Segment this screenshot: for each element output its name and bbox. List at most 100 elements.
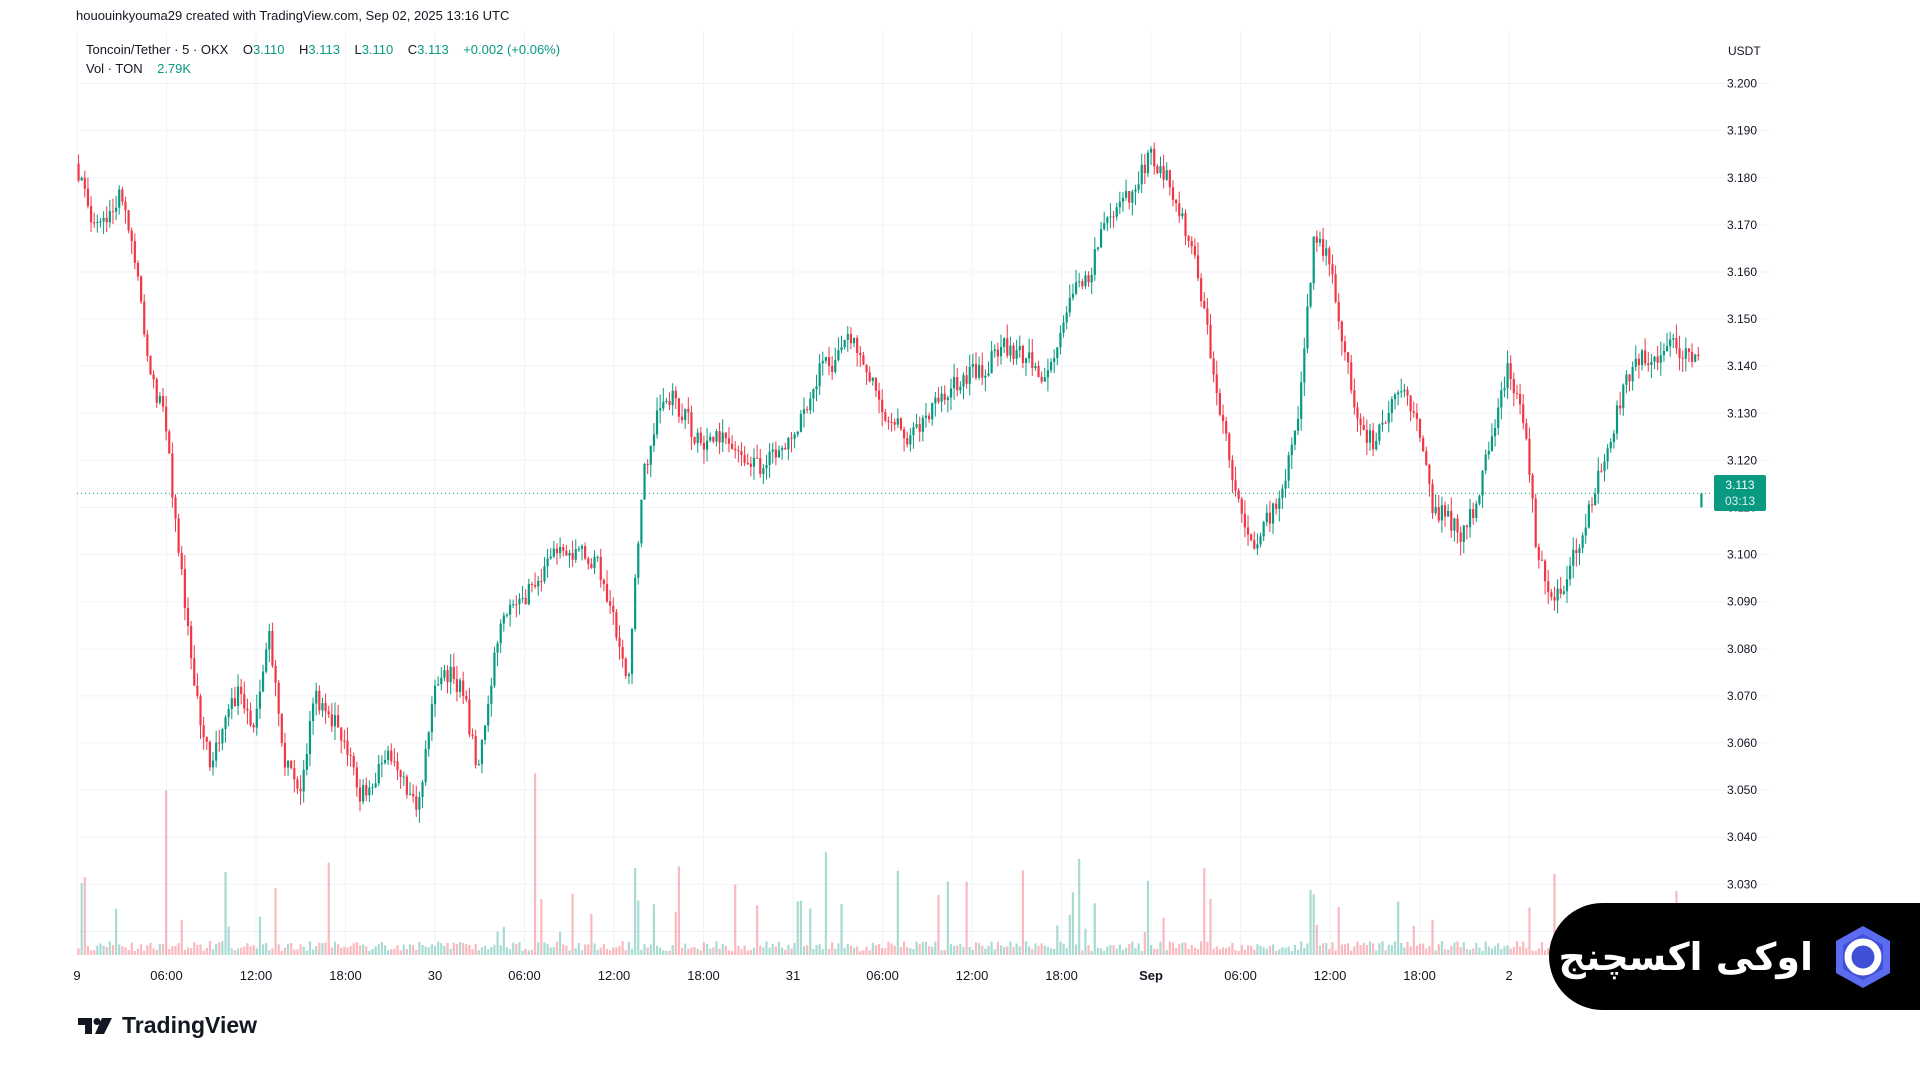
candle-body xyxy=(215,742,218,761)
candle-body xyxy=(1321,238,1325,256)
candle-body xyxy=(286,760,290,768)
candle-body xyxy=(399,770,402,777)
volume-bar xyxy=(915,941,918,955)
candle-body xyxy=(280,713,283,743)
volume-bar xyxy=(114,908,118,955)
candle-body xyxy=(1578,548,1581,554)
candle-body xyxy=(199,696,202,726)
candle-body xyxy=(1175,199,1178,204)
volume-bar xyxy=(1415,945,1418,955)
candle-body xyxy=(387,750,390,761)
volume-bar xyxy=(771,943,774,955)
volume-bar xyxy=(721,944,724,955)
volume-bar xyxy=(846,943,849,955)
candle-body xyxy=(205,737,208,742)
tradingview-logo: TradingView xyxy=(78,1012,257,1039)
volume-bar xyxy=(337,944,340,955)
volume-bar xyxy=(605,948,609,955)
candle-body xyxy=(843,339,846,348)
volume-bar xyxy=(277,944,280,955)
candle-body xyxy=(559,547,562,554)
volume-label[interactable]: Vol · TON xyxy=(86,61,143,76)
volume-bar xyxy=(512,942,515,955)
candle-body xyxy=(1609,441,1612,449)
candle-body xyxy=(1556,588,1559,601)
volume-bar xyxy=(305,950,308,955)
volume-bar xyxy=(1056,925,1059,955)
volume-bar xyxy=(762,947,765,955)
symbol-label[interactable]: Toncoin/Tether · 5 · OKX xyxy=(86,42,229,57)
candle-body xyxy=(1268,512,1272,524)
candle-body xyxy=(324,703,327,712)
volume-bar xyxy=(402,944,405,955)
volume-bar xyxy=(896,870,899,955)
volume-bar xyxy=(765,941,768,955)
low-label: L xyxy=(354,42,362,57)
candle-body xyxy=(931,403,934,420)
candle-body xyxy=(474,736,477,765)
volume-bar xyxy=(1118,944,1121,955)
candle-body xyxy=(1565,579,1569,592)
candle-body xyxy=(1046,370,1050,378)
volume-bar xyxy=(193,942,196,955)
candle-body xyxy=(884,412,887,421)
volume-bar xyxy=(1515,941,1519,955)
x-tick-label: 12:00 xyxy=(598,968,631,983)
candle-body xyxy=(1043,377,1046,382)
volume-bar xyxy=(1143,931,1146,955)
volume-bar xyxy=(390,949,393,955)
volume-bar xyxy=(662,950,665,955)
y-tick-label: 3.050 xyxy=(1727,783,1757,797)
candle-body xyxy=(1196,255,1200,279)
candle-body xyxy=(574,549,577,560)
volume-bar xyxy=(909,948,912,955)
candle-body xyxy=(1306,306,1309,349)
candle-body xyxy=(111,211,115,213)
candle-body xyxy=(261,671,265,692)
volume-bar xyxy=(1340,944,1343,955)
volume-bar xyxy=(580,950,584,955)
volume-bar xyxy=(1021,870,1024,955)
volume-bar xyxy=(590,913,593,955)
candle-body xyxy=(1090,274,1093,283)
candle-body xyxy=(1228,433,1231,461)
volume-bar xyxy=(190,948,193,955)
volume-bar xyxy=(96,945,99,955)
candle-body xyxy=(1503,388,1506,391)
chart-legend: Toncoin/Tether · 5 · OKX O3.110 H3.113 L… xyxy=(86,40,560,78)
candle-body xyxy=(196,685,199,697)
y-tick-label: 3.190 xyxy=(1727,124,1757,138)
candle-body xyxy=(1087,275,1090,283)
volume-bar xyxy=(740,949,743,955)
attribution-text: hououinkyouma29 created with TradingView… xyxy=(76,8,510,23)
candle-body xyxy=(1359,418,1362,425)
volume-bar xyxy=(871,942,874,955)
candle-body xyxy=(1506,363,1509,389)
volume-bar xyxy=(1049,948,1053,955)
volume-bar xyxy=(1165,949,1168,955)
volume-bar xyxy=(831,942,834,955)
volume-bar xyxy=(524,949,527,955)
volume-bar xyxy=(1522,941,1525,955)
candle-body xyxy=(255,708,258,728)
volume-bar xyxy=(136,948,140,955)
volume-bar xyxy=(1140,950,1143,955)
y-tick-label: 3.070 xyxy=(1727,689,1757,703)
candle-body xyxy=(105,217,108,223)
volume-bar xyxy=(899,947,903,955)
volume-bar xyxy=(1300,941,1303,955)
volume-bar xyxy=(843,947,846,955)
candle-body xyxy=(293,768,296,780)
candle-body xyxy=(121,189,124,202)
candle-body xyxy=(1375,440,1378,450)
volume-bar xyxy=(768,947,771,955)
volume-bar xyxy=(1375,950,1378,955)
volume-bar xyxy=(799,900,802,955)
volume-bar xyxy=(787,944,790,955)
candle-body xyxy=(352,755,355,768)
candle-body xyxy=(1615,405,1619,434)
candle-body xyxy=(971,363,974,367)
candle-body xyxy=(124,201,127,211)
volume-bar xyxy=(83,877,86,955)
